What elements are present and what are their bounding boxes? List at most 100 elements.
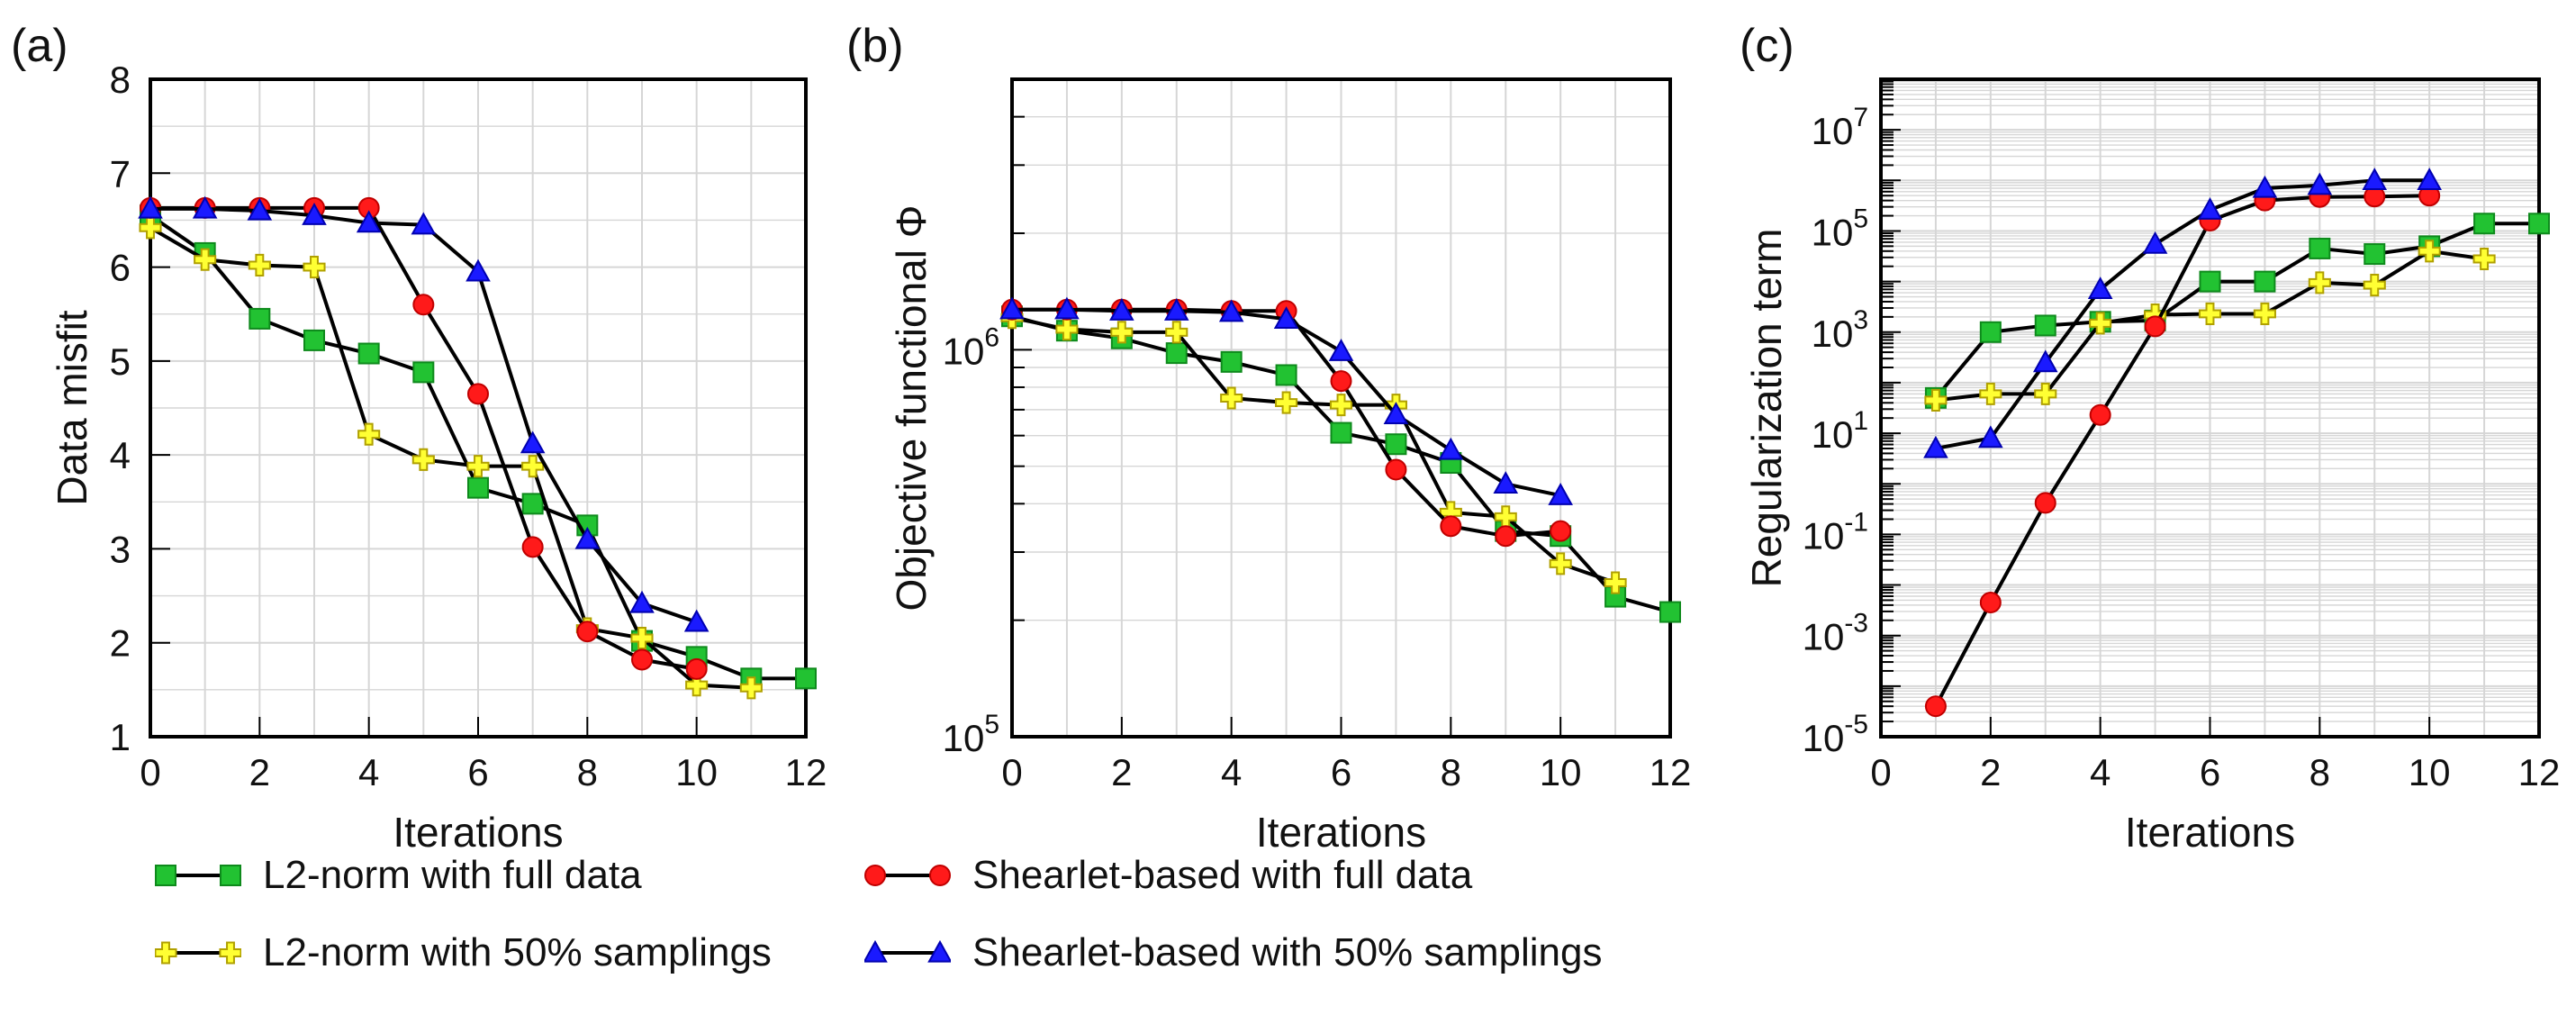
y-tick-base: 10 xyxy=(1812,413,1854,456)
marker-triangle xyxy=(2197,197,2223,220)
x-tick-label: 12 xyxy=(2518,751,2561,793)
x-axis-title: Iterations xyxy=(1256,809,1426,856)
marker-circle xyxy=(631,648,653,671)
x-tick-label: 2 xyxy=(1980,751,2001,793)
marker-square xyxy=(357,342,380,365)
y-tick-label: 101 xyxy=(1812,406,1868,456)
y-tick-label: 105 xyxy=(1812,204,1868,253)
marker-plus xyxy=(630,626,654,650)
y-tick-exponent: 7 xyxy=(1853,103,1868,132)
x-tick-label: 0 xyxy=(140,751,160,793)
marker-triangle xyxy=(1109,298,1134,321)
marker-square xyxy=(467,476,489,499)
x-axis-title: Iterations xyxy=(2125,809,2295,856)
panel-label: (b) xyxy=(846,20,904,72)
marker-circle xyxy=(1550,520,1572,542)
x-tick-label: 12 xyxy=(785,751,827,793)
y-axis-title: Data misfit xyxy=(49,310,95,505)
marker-plus xyxy=(1979,382,2002,405)
marker-plus xyxy=(2472,247,2496,271)
y-tick-label: 8 xyxy=(110,59,131,101)
y-tick-base: 10 xyxy=(943,330,985,372)
marker-plus xyxy=(303,256,326,279)
marker-square xyxy=(1275,364,1297,386)
y-tick-exponent: -1 xyxy=(1844,507,1868,537)
series-sh_full xyxy=(140,196,708,680)
marker-circle xyxy=(1330,370,1352,393)
marker-plus xyxy=(2253,302,2276,326)
marker-triangle xyxy=(2032,349,2058,373)
y-tick-label: 10-1 xyxy=(1803,507,1868,557)
x-tick-label: 4 xyxy=(1221,751,1242,793)
y-tick-label: 2 xyxy=(110,622,131,665)
marker-square xyxy=(2473,213,2496,235)
y-tick-label: 7 xyxy=(110,152,131,195)
y-tick-label: 107 xyxy=(1812,103,1868,152)
marker-plus xyxy=(1165,321,1189,344)
x-tick-label: 12 xyxy=(1650,751,1692,793)
x-tick-label: 2 xyxy=(1111,751,1132,793)
marker-triangle xyxy=(520,430,546,454)
y-tick-exponent: -3 xyxy=(1844,609,1868,639)
marker-triangle xyxy=(1548,483,1573,505)
marker-square xyxy=(1979,321,2002,343)
marker-square xyxy=(1165,342,1188,365)
marker-plus xyxy=(1275,391,1298,414)
marker-circle xyxy=(576,621,599,643)
marker-square xyxy=(1659,601,1681,623)
marker-triangle xyxy=(411,212,437,235)
marker-triangle xyxy=(2087,276,2113,299)
marker-plus xyxy=(2308,271,2331,295)
y-tick-label: 10-5 xyxy=(1803,710,1868,759)
panel-label: (c) xyxy=(1740,20,1794,72)
marker-plus xyxy=(2034,382,2057,405)
marker-triangle xyxy=(2307,172,2333,195)
marker-triangle xyxy=(999,296,1025,320)
x-tick-label: 2 xyxy=(249,751,270,793)
marker-plus xyxy=(521,455,545,478)
marker-plus xyxy=(1110,321,1134,344)
y-tick-base: 10 xyxy=(1803,514,1845,557)
y-tick-label: 103 xyxy=(1812,305,1868,355)
marker-plus xyxy=(1924,388,1948,412)
y-tick-label: 10-3 xyxy=(1803,609,1868,658)
marker-plus xyxy=(466,455,490,478)
marker-square xyxy=(2528,213,2550,235)
y-tick-label: 4 xyxy=(110,434,131,476)
marker-triangle xyxy=(629,590,655,613)
marker-circle xyxy=(521,536,544,558)
marker-plus xyxy=(411,448,435,471)
y-tick-exponent: 6 xyxy=(984,322,999,352)
x-tick-label: 4 xyxy=(2090,751,2111,793)
series-l2_half xyxy=(1924,240,2496,412)
marker-plus xyxy=(1329,394,1353,417)
marker-square xyxy=(2034,314,2056,337)
marker-square xyxy=(249,307,271,330)
y-tick-base: 10 xyxy=(943,717,985,759)
marker-plus xyxy=(2418,240,2441,263)
x-tick-label: 8 xyxy=(1441,751,1461,793)
x-tick-label: 6 xyxy=(467,751,488,793)
chart-panel-c: 0 2 4 6 8 10 1210-510-310-1101103105107Iterati… xyxy=(1740,20,2560,856)
x-axis-title: Iterations xyxy=(393,809,563,856)
marker-circle xyxy=(1440,515,1462,538)
marker-triangle xyxy=(1923,435,1948,458)
y-tick-exponent: 5 xyxy=(1853,204,1868,233)
series-line xyxy=(1934,194,2430,708)
y-tick-label: 6 xyxy=(110,247,131,289)
marker-circle xyxy=(1495,525,1517,548)
marker-plus xyxy=(1220,386,1243,410)
marker-triangle xyxy=(1493,471,1519,494)
y-tick-exponent: 3 xyxy=(1853,305,1868,335)
marker-triangle xyxy=(465,258,491,282)
marker-square xyxy=(1385,433,1407,456)
marker-circle xyxy=(412,294,435,316)
marker-plus xyxy=(2198,302,2222,326)
x-tick-label: 4 xyxy=(358,751,379,793)
series-line xyxy=(1011,315,1616,584)
marker-plus xyxy=(685,674,709,697)
marker-circle xyxy=(1924,695,1947,718)
marker-triangle xyxy=(1328,339,1354,361)
